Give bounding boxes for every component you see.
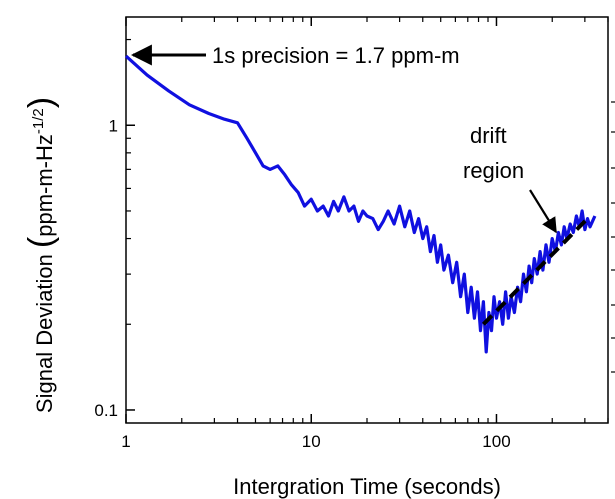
y-axis-label-main: Signal Deviation <box>32 254 57 413</box>
drift-trendline <box>481 214 592 326</box>
drift-arrow <box>529 189 557 234</box>
drift-annotation-line2: region <box>463 158 524 183</box>
x-tick-label: 100 <box>482 432 510 451</box>
x-tick-label: 1 <box>121 432 130 451</box>
y-tick-label: 1 <box>109 116 118 135</box>
y-axis-label: Signal Deviation(ppm-m-Hz-1/2) <box>22 97 60 413</box>
y-tick-label: 0.1 <box>94 401 118 420</box>
precision-annotation: 1s precision = 1.7 ppm-m <box>212 43 460 68</box>
plot-frame <box>125 16 609 424</box>
y-axis-label-unit: ppm-m-Hz <box>32 134 57 237</box>
drift-annotation-line1: drift <box>470 123 507 148</box>
series-line-0 <box>124 54 597 354</box>
series-group <box>124 54 597 354</box>
y-axis-label-unit-sup: -1/2 <box>30 108 47 134</box>
x-axis-label: Intergration Time (seconds) <box>233 474 501 499</box>
right-edge-marks <box>611 101 615 373</box>
x-tick-label: 10 <box>302 432 321 451</box>
